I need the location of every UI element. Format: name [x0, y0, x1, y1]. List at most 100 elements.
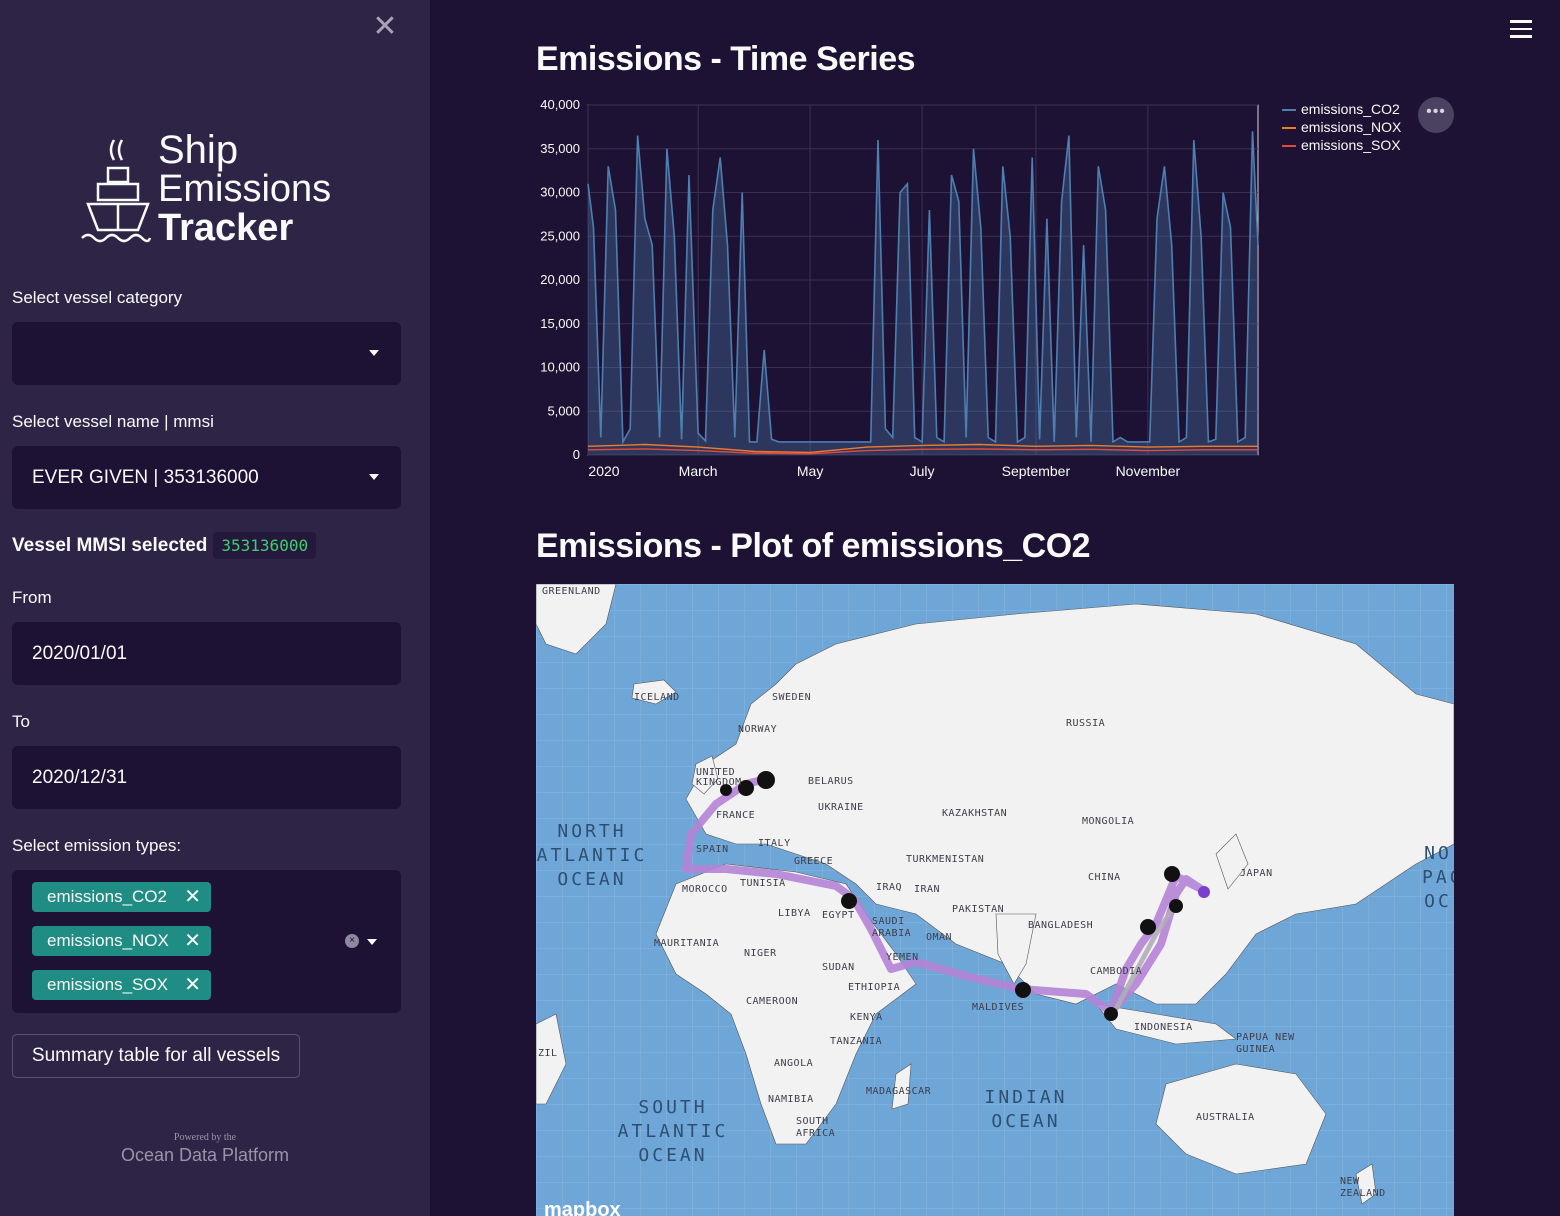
ship-icon [81, 139, 152, 243]
series-co2-fill [588, 131, 1258, 456]
app-logo: Ship Emissions Tracker [80, 130, 340, 250]
from-date-input[interactable]: 2020/01/01 [12, 622, 401, 685]
x-tick-label: November [1116, 463, 1181, 479]
tag-label: emissions_NOX [47, 931, 169, 950]
tag-emissions-sox: emissions_SOX ✕ [32, 970, 211, 1000]
vessel-category-label: Select vessel category [12, 288, 183, 307]
tag-emissions-nox: emissions_NOX ✕ [32, 926, 211, 956]
emissions-map[interactable]: GREENLAND ICELAND SWEDEN NORWAY RUSSIA U… [536, 584, 1454, 1216]
close-sidebar-icon[interactable]: ✕ [372, 10, 398, 43]
x-tick-label: July [910, 463, 935, 479]
country-label: SPAIN [696, 844, 729, 855]
country-label: GREENLAND [542, 586, 601, 597]
vessel-name-label: Select vessel name | mmsi [12, 412, 214, 431]
y-tick-label: 20,000 [540, 272, 580, 287]
powered-by-text: Powered by the [173, 1132, 237, 1143]
country-label: GREECE [794, 856, 834, 867]
legend-label: emissions_CO2 [1301, 101, 1400, 117]
summary-table-button[interactable]: Summary table for all vessels [12, 1034, 300, 1078]
country-label: CHINA [1088, 872, 1121, 883]
country-label: MONGOLIA [1082, 816, 1135, 827]
mmsi-selected: Vessel MMSI selected 353136000 [12, 532, 317, 559]
logo-text: Ship Emissions Tracker [158, 130, 331, 248]
remove-tag-icon[interactable]: ✕ [184, 930, 201, 952]
mapbox-logo[interactable]: mapbox [544, 1199, 621, 1216]
chevron-down-icon[interactable] [367, 939, 377, 945]
country-label: RUSSIA [1066, 718, 1106, 729]
country-label: FRANCE [716, 810, 756, 821]
mmsi-value: 353136000 [213, 532, 317, 559]
country-label: BELARUS [808, 776, 854, 787]
country-label: IRAQ [876, 882, 903, 893]
country-label: NORWAY [738, 724, 778, 735]
y-tick-label: 25,000 [540, 228, 580, 243]
tag-emissions-co2: emissions_CO2 ✕ [32, 882, 211, 912]
country-label: AUSTRALIA [1196, 1112, 1255, 1123]
mmsi-label: Vessel MMSI selected [12, 535, 208, 556]
emission-types-label: Select emission types: [12, 836, 182, 855]
from-date-value: 2020/01/01 [32, 643, 128, 664]
country-label: CAMBODIA [1090, 966, 1143, 977]
x-tick-label: September [1002, 463, 1071, 479]
chevron-down-icon [369, 474, 379, 480]
country-label: CAMEROON [746, 996, 799, 1007]
country-label: NIGER [744, 948, 777, 959]
ocean-label: NORTH ATLANTIC OCEAN [536, 821, 648, 890]
country-label: KAZAKHSTAN [942, 808, 1008, 819]
y-tick-label: 40,000 [540, 97, 580, 112]
country-label: LIBYA [778, 908, 811, 919]
series-line-emissions_CO2 [587, 131, 1259, 445]
menu-icon[interactable] [1510, 20, 1532, 38]
vessel-name-select[interactable]: EVER GIVEN | 353136000 [12, 446, 401, 509]
x-tick-label: 2020 [588, 463, 619, 479]
country-label: PAPUA NEW GUINEA [1236, 1032, 1295, 1055]
logo-line-tracker: Tracker [158, 207, 294, 249]
powered-by[interactable]: Powered by the Ocean Data Platform [120, 1132, 290, 1166]
country-label: IRAN [914, 884, 941, 895]
country-label: MALDIVES [972, 1002, 1025, 1013]
remove-tag-icon[interactable]: ✕ [184, 886, 201, 908]
y-tick-label: 30,000 [540, 185, 580, 200]
country-label: ICELAND [634, 692, 680, 703]
country-label: SAUDI ARABIA [872, 916, 912, 939]
country-label: SOUTH AFRICA [796, 1116, 836, 1139]
to-date-value: 2020/12/31 [32, 767, 128, 788]
logo-line-emissions: Emissions [158, 168, 332, 210]
country-label: TANZANIA [830, 1036, 883, 1047]
vessel-category-select[interactable] [12, 322, 401, 385]
country-label: UKRAINE [818, 802, 864, 813]
ocean-data-platform-logo: Ocean Data Platform [120, 1145, 290, 1165]
country-label: UNITED KINGDOM [696, 767, 742, 788]
country-label: JAPAN [1240, 868, 1273, 879]
country-label: SUDAN [822, 962, 855, 973]
ocean-label: NO PAC OC [1422, 843, 1454, 912]
y-tick-label: 15,000 [540, 316, 580, 331]
x-tick-label: May [797, 463, 823, 479]
country-label: EGYPT [822, 910, 855, 921]
series-line-emissions_NOX [587, 443, 1258, 454]
to-label: To [12, 712, 30, 731]
timeseries-svg: 0 5,000 10,000 15,000 20,000 25,000 30,000 35,0… [540, 97, 1402, 479]
x-tick-label: March [679, 463, 718, 479]
emission-types-multiselect[interactable]: emissions_CO2 ✕ emissions_NOX ✕ emission… [12, 870, 401, 1013]
country-label: TUNISIA [740, 878, 786, 889]
chevron-down-icon [369, 350, 379, 356]
ocean-label: SOUTH ATLANTIC OCEAN [617, 1097, 729, 1166]
vessel-name-value: EVER GIVEN | 353136000 [32, 467, 259, 488]
tag-label: emissions_SOX [47, 975, 168, 994]
ocean-label: INDIAN OCEAN [984, 1087, 1068, 1132]
map-title: Emissions - Plot of emissions_CO2 [536, 527, 1091, 565]
country-label: MADAGASCAR [866, 1086, 932, 1097]
country-label: BANGLADESH [1028, 920, 1094, 931]
to-date-input[interactable]: 2020/12/31 [12, 746, 401, 809]
more-options-button[interactable]: ••• [1418, 97, 1454, 133]
from-label: From [12, 588, 52, 607]
remove-tag-icon[interactable]: ✕ [184, 974, 201, 996]
country-label: NEW ZEALAND [1340, 1176, 1386, 1199]
legend-label: emissions_SOX [1301, 137, 1401, 153]
clear-all-icon[interactable]: × [345, 934, 359, 948]
country-label: YEMEN [886, 952, 919, 963]
timeseries-chart[interactable]: 0 5,000 10,000 15,000 20,000 25,000 30,000 35,0… [530, 92, 1490, 492]
tag-label: emissions_CO2 [47, 887, 167, 906]
country-label: ANGOLA [774, 1058, 814, 1069]
